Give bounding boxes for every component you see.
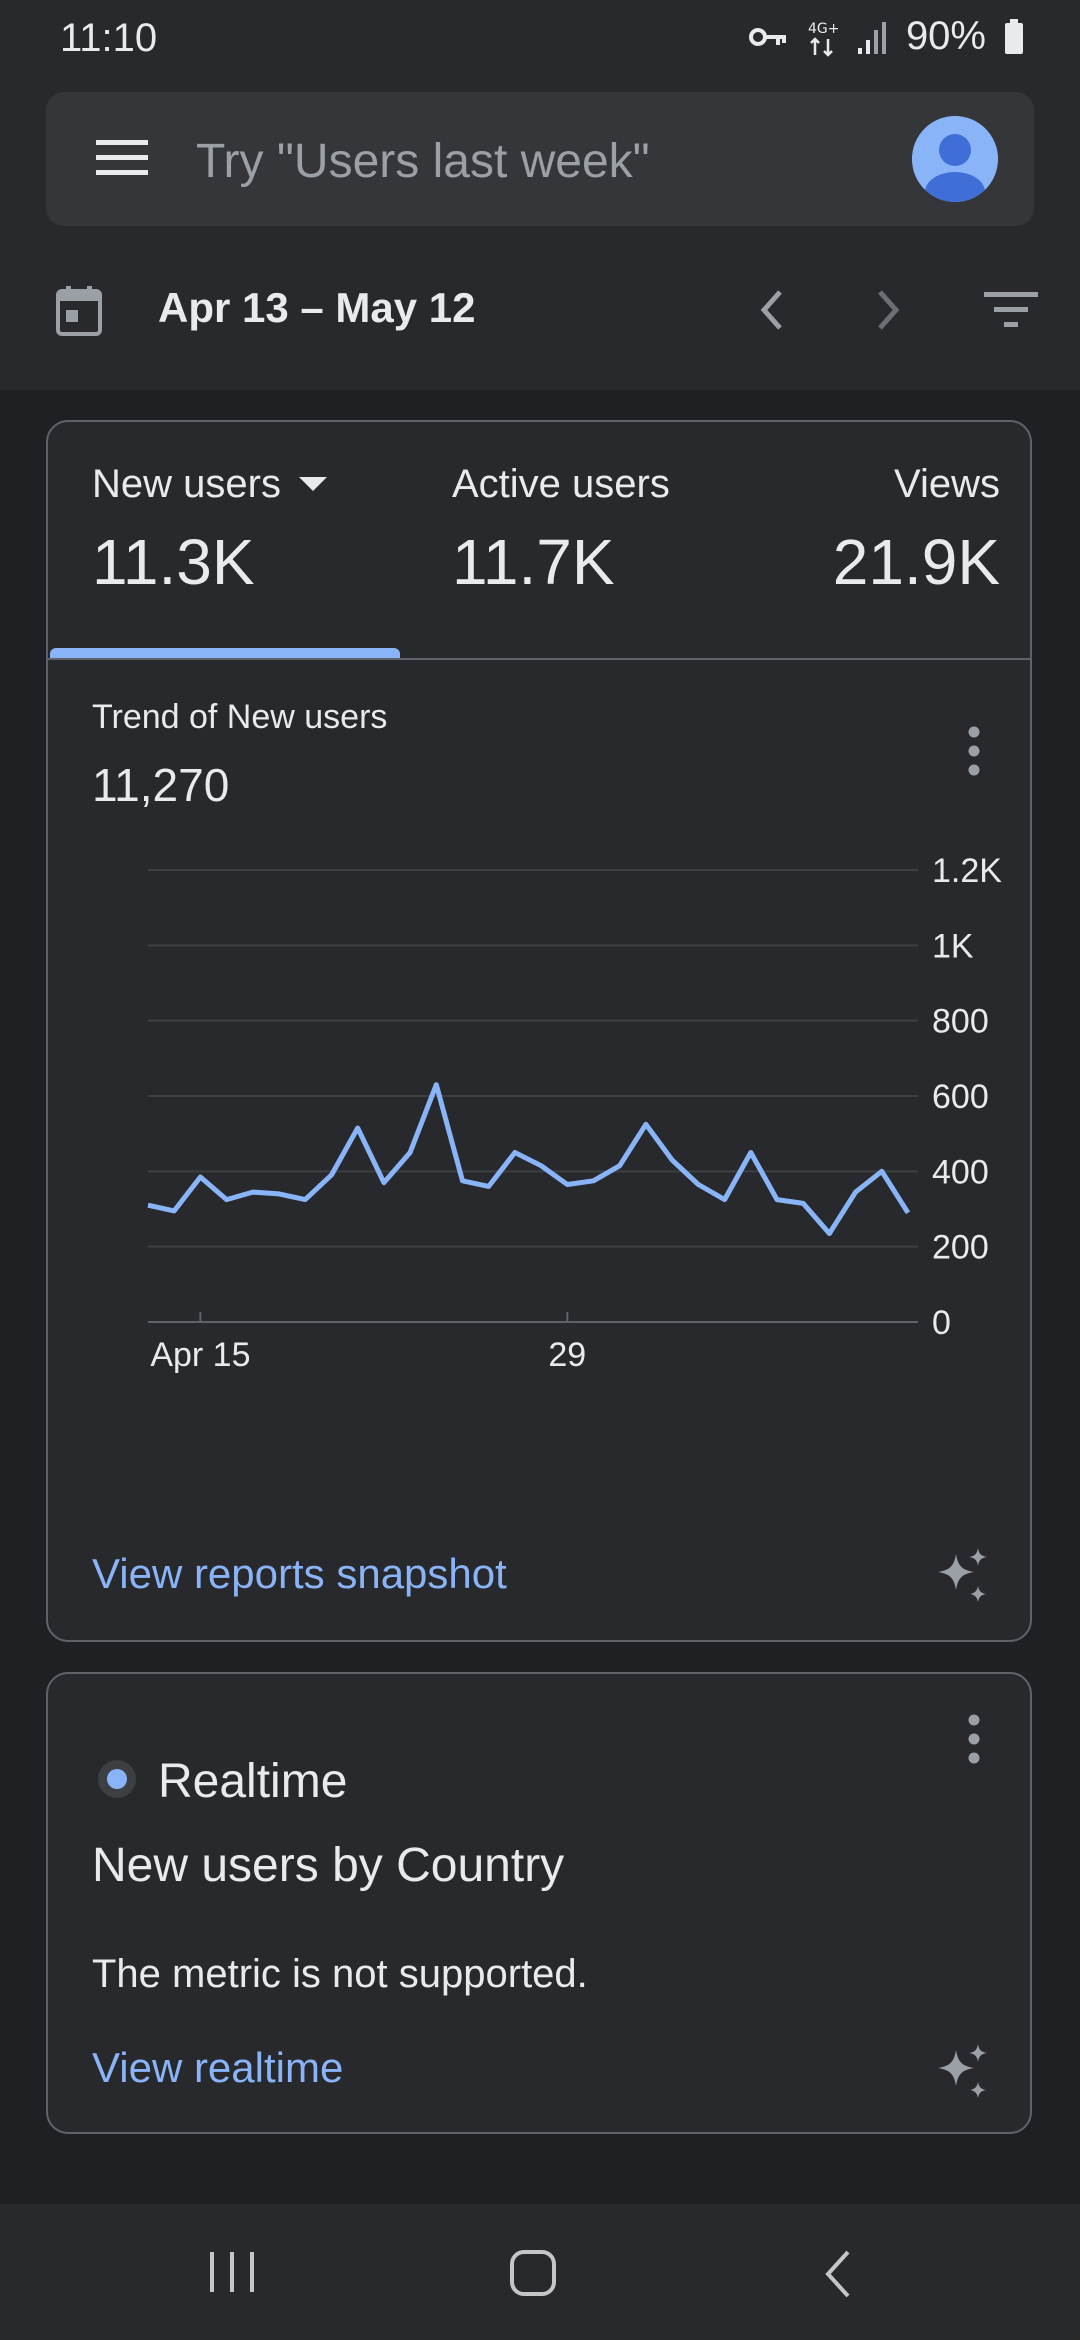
avatar[interactable]	[912, 116, 998, 202]
network-label: 4G+	[808, 21, 840, 37]
tab-new-users-label: New users	[92, 462, 281, 506]
view-reports-snapshot-link[interactable]: View reports snapshot	[92, 1550, 507, 1597]
sparkle-icon[interactable]	[934, 2044, 990, 2100]
menu-icon[interactable]	[96, 140, 148, 176]
new-users-series-line	[147, 1082, 911, 1236]
y-tick-label: 1.2K	[932, 852, 1002, 890]
trend-line-chart: 1.2K 1K 800 600 400 200 0 Apr 15 29	[147, 852, 1002, 1374]
tab-active-users-label: Active users	[452, 462, 670, 506]
realtime-message: The metric is not supported.	[92, 1952, 588, 1996]
back-icon[interactable]	[818, 2248, 858, 2300]
realtime-title: New users by Country	[92, 1839, 565, 1892]
vpn-key-icon	[748, 27, 786, 46]
battery-percent: 90%	[905, 14, 986, 58]
battery-icon	[1005, 18, 1023, 54]
trend-title: Trend of New users	[92, 698, 388, 736]
network-4g-icon: 4G+	[808, 21, 840, 57]
y-tick-label: 600	[932, 1078, 989, 1116]
tab-new-users-value: 11.3K	[92, 526, 255, 598]
next-period-button[interactable]	[868, 282, 908, 338]
dropdown-arrow-icon[interactable]	[298, 476, 327, 493]
y-tick-label: 800	[932, 1003, 989, 1041]
calendar-icon[interactable]	[56, 286, 102, 336]
y-tick-label: 0	[932, 1304, 951, 1342]
view-realtime-link[interactable]: View realtime	[92, 2044, 344, 2091]
tab-views-value: 21.9K	[832, 526, 1000, 598]
account-icon	[912, 116, 998, 202]
tab-views-label: Views	[894, 462, 1000, 506]
recents-icon[interactable]	[204, 2248, 260, 2296]
status-bar: 11:10 4G+ 90%	[0, 0, 1080, 80]
tab-new-users-label-row: New users	[92, 462, 327, 507]
date-range-label[interactable]: Apr 13 – May 12	[158, 284, 476, 331]
tab-views[interactable]: Views 21.9K	[833, 462, 1000, 599]
previous-period-button[interactable]	[752, 282, 792, 338]
selected-tab-indicator	[50, 648, 400, 658]
more-options-icon[interactable]	[968, 726, 980, 776]
tab-active-users[interactable]: Active users 11.7K	[452, 462, 670, 599]
y-tick-label: 400	[932, 1153, 989, 1191]
search-input[interactable]: Try "Users last week"	[196, 135, 650, 188]
filter-icon[interactable]	[984, 290, 1038, 330]
system-nav-bar	[0, 2204, 1080, 2340]
status-icons: 4G+ 90%	[748, 14, 1024, 59]
metric-tabs: New users 11.3K Active users 11.7K Views…	[48, 422, 1030, 660]
date-range-row: Apr 13 – May 12	[0, 260, 1080, 360]
trend-total: 11,270	[92, 759, 230, 811]
sparkle-icon[interactable]	[934, 1548, 990, 1604]
signal-icon	[857, 21, 886, 54]
more-options-icon[interactable]	[968, 1714, 980, 1764]
realtime-indicator-icon	[98, 1760, 136, 1798]
status-time: 11:10	[60, 16, 158, 60]
y-tick-label: 1K	[932, 927, 974, 965]
realtime-badge: Realtime	[158, 1755, 348, 1808]
tab-active-users-value: 11.7K	[452, 526, 615, 598]
home-icon[interactable]	[508, 2248, 560, 2300]
y-tick-label: 200	[932, 1229, 989, 1267]
app-header: Try "Users last week" Apr 13 – May 12	[0, 80, 1080, 390]
x-tick-label: 29	[548, 1336, 586, 1374]
tab-new-users[interactable]: New users 11.3K	[92, 462, 327, 599]
search-bar[interactable]: Try "Users last week"	[46, 92, 1034, 226]
x-tick-label: Apr 15	[150, 1336, 250, 1374]
realtime-card: Realtime New users by Country The metric…	[46, 1672, 1032, 2134]
metrics-card: New users 11.3K Active users 11.7K Views…	[46, 420, 1032, 1642]
